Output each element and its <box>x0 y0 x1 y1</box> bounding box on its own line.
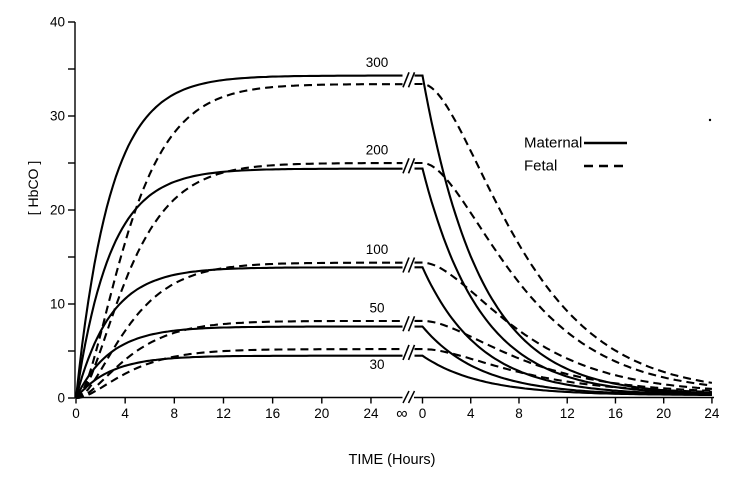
curve-fetal-300-uptake <box>75 83 403 399</box>
curve-maternal-200-uptake <box>74 167 403 399</box>
level-label-50: 50 <box>369 300 384 315</box>
curve-break-mask-30 <box>402 342 414 363</box>
x-tick-label-washout-0: 0 <box>419 406 427 421</box>
x-tick-label-exposure-12: 12 <box>216 406 231 421</box>
curve-fetal-50-washout <box>414 319 712 392</box>
x-tick-label-washout-24: 24 <box>704 406 720 421</box>
legend <box>584 141 627 168</box>
stray-dot-artifact <box>708 118 712 122</box>
curve-fetal-200-washout <box>414 161 713 387</box>
x-axis-break-slash-2 <box>407 390 416 404</box>
y-tick-label-20: 20 <box>50 203 65 218</box>
curve-fetal-50-uptake <box>75 319 403 400</box>
level-label-30: 30 <box>369 357 384 372</box>
legend-label-maternal: Maternal <box>524 135 582 152</box>
curve-fetal-100-uptake <box>75 261 403 400</box>
y-axis-title: [ HbCO ] <box>25 161 41 215</box>
x-tick-label-exposure-0: 0 <box>72 406 80 421</box>
curve-break-slash-50-1 <box>402 315 410 332</box>
curve-break-slash-100-1 <box>402 257 410 273</box>
level-label-100: 100 <box>366 242 389 257</box>
curve-maternal-100-uptake <box>74 266 403 399</box>
curve-break-mask-300 <box>402 69 414 90</box>
curve-break-mask-50 <box>402 313 414 334</box>
level-label-300: 300 <box>366 55 389 70</box>
curve-maternal-200-washout <box>414 167 712 395</box>
curve-maternal-30-washout <box>414 354 712 396</box>
curve-break-slash-200-2 <box>407 158 416 174</box>
curve-break-slash-30-1 <box>402 344 410 361</box>
x-tick-label-washout-4: 4 <box>467 406 475 421</box>
curve-fetal-30-washout <box>414 348 712 393</box>
y-tick-label-10: 10 <box>50 297 65 312</box>
curve-fetal-300-washout <box>414 82 713 384</box>
curve-maternal-300-uptake <box>74 74 403 399</box>
curve-maternal-30-uptake <box>75 354 403 399</box>
y-tick-label-0: 0 <box>57 391 65 406</box>
curve-break-mask-100 <box>402 254 414 275</box>
y-tick-label-40: 40 <box>50 15 65 30</box>
curve-break-slash-300-1 <box>402 72 410 88</box>
x-axis-title: TIME (Hours) <box>349 452 436 468</box>
curve-break-slash-30-2 <box>407 344 416 361</box>
curve-break-slash-100-2 <box>407 257 416 273</box>
x-tick-label-washout-20: 20 <box>656 406 671 421</box>
x-tick-label-washout-8: 8 <box>515 406 523 421</box>
x-tick-label-exposure-16: 16 <box>265 406 280 421</box>
curve-break-slash-200-1 <box>402 158 410 174</box>
level-label-200: 200 <box>366 143 389 158</box>
curve-break-slash-300-2 <box>407 72 416 88</box>
y-tick-label-30: 30 <box>50 109 65 124</box>
x-tick-label-washout-12: 12 <box>560 406 575 421</box>
curve-break-slash-50-2 <box>407 315 416 332</box>
x-tick-label-exposure-4: 4 <box>121 406 129 421</box>
x-axis-infinity-label: ∞ <box>396 406 407 423</box>
x-tick-label-washout-16: 16 <box>608 406 623 421</box>
curve-break-mask-200 <box>402 155 414 176</box>
x-axis-break-slash-1 <box>402 390 410 404</box>
x-tick-label-exposure-20: 20 <box>314 406 329 421</box>
legend-label-fetal: Fetal <box>524 158 557 175</box>
x-axis-break-mask <box>402 391 414 404</box>
curve-maternal-50-uptake <box>75 325 403 399</box>
curve-fetal-200-uptake <box>75 162 403 399</box>
x-tick-label-exposure-24: 24 <box>363 406 379 421</box>
x-tick-label-exposure-8: 8 <box>171 406 179 421</box>
curve-fetal-30-uptake <box>75 348 403 400</box>
